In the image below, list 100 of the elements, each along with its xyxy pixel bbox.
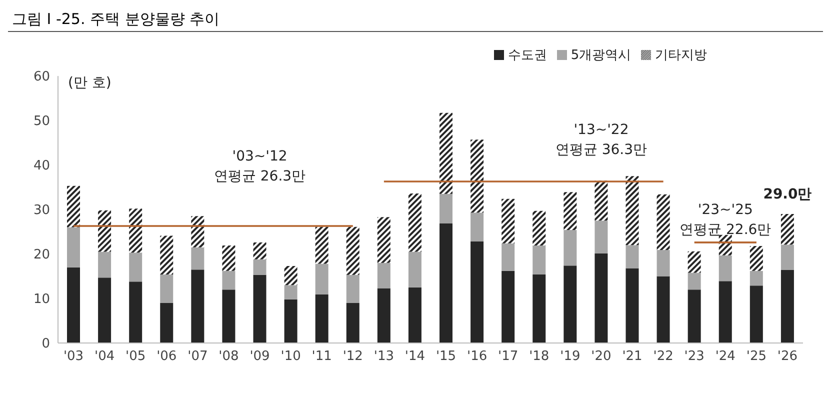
bar <box>626 268 639 343</box>
bar <box>129 252 142 282</box>
bar <box>67 267 80 343</box>
bar <box>222 270 236 290</box>
annotation: '13~'22 연평균 36.3만 <box>555 122 648 158</box>
bar <box>253 259 266 275</box>
bar <box>718 255 732 282</box>
legend-label: 5개광역시 <box>570 48 632 63</box>
bar <box>67 227 80 268</box>
bar <box>191 247 204 270</box>
bar <box>532 274 546 343</box>
x-tick-label: '06 <box>156 349 177 364</box>
y-tick-label: 20 <box>33 248 50 263</box>
bar <box>688 272 701 290</box>
bar <box>656 194 670 250</box>
bar <box>626 176 639 246</box>
bar <box>564 192 577 230</box>
x-tick-label: '19 <box>560 349 580 364</box>
y-tick-label: 10 <box>33 292 50 308</box>
bar <box>408 193 422 252</box>
x-tick-label: '04 <box>94 349 115 364</box>
legend-label: 수도권 <box>508 48 547 63</box>
bar <box>780 214 794 245</box>
x-tick-label: '17 <box>498 349 518 364</box>
x-tick-label: '09 <box>250 349 270 364</box>
bar <box>129 208 142 253</box>
x-tick-label: '18 <box>529 349 550 364</box>
bar <box>626 245 639 268</box>
bar <box>191 216 204 248</box>
bar <box>346 226 360 275</box>
bar <box>470 140 484 213</box>
x-tick-label: '13 <box>374 349 394 364</box>
bar <box>377 288 390 343</box>
x-tick-label: '21 <box>622 349 642 364</box>
bar <box>160 236 174 274</box>
bar <box>502 198 515 244</box>
bar <box>564 266 577 343</box>
x-tick-label: '22 <box>653 349 674 364</box>
y-tick-label: 60 <box>33 70 50 85</box>
bar <box>222 290 236 343</box>
y-tick-label: 0 <box>42 336 50 352</box>
x-tick-label: '03 <box>63 349 84 364</box>
bar <box>440 112 452 194</box>
bar <box>315 226 328 264</box>
x-tick-label: '14 <box>404 349 426 364</box>
bar <box>377 262 390 288</box>
bar <box>346 302 360 343</box>
annotation: '23~'25 연평균 22.6만 <box>680 202 772 238</box>
bar <box>222 246 236 271</box>
bar <box>253 274 266 343</box>
bar <box>160 302 174 343</box>
bar <box>284 266 298 286</box>
y-tick-label: 50 <box>33 114 50 130</box>
bar <box>718 281 732 343</box>
bar <box>532 246 546 274</box>
x-tick-label: '07 <box>188 349 208 364</box>
y-axis-title: (만 호) <box>68 74 112 91</box>
bar <box>440 223 452 343</box>
bar <box>253 242 266 260</box>
y-tick-label: 30 <box>33 203 50 218</box>
bar <box>718 234 732 256</box>
bar <box>98 278 112 343</box>
x-tick-label: '08 <box>218 349 239 364</box>
bar <box>470 212 484 242</box>
bar <box>284 299 298 343</box>
bar <box>532 210 546 246</box>
bar <box>67 186 80 228</box>
bar <box>502 243 515 271</box>
bar <box>408 252 422 288</box>
bar <box>315 294 328 343</box>
bar <box>656 250 670 276</box>
bar <box>750 270 763 286</box>
x-tick-label: '12 <box>342 349 363 364</box>
x-tick-label: '25 <box>746 349 766 364</box>
x-tick-label: '15 <box>436 349 456 364</box>
x-tick-label: '05 <box>126 349 146 364</box>
bar <box>750 246 763 271</box>
bar <box>377 217 390 263</box>
y-tick-label: 40 <box>33 158 50 174</box>
bar <box>284 285 298 300</box>
bar <box>594 220 608 254</box>
x-tick-label: '23 <box>684 349 704 364</box>
bar <box>502 270 515 343</box>
bar <box>129 282 142 343</box>
annotation: 29.0만 <box>763 186 812 202</box>
bar <box>160 274 174 303</box>
bar <box>688 251 701 273</box>
chart-title: 그림 I -25. 주택 분양물량 추이 <box>8 8 823 32</box>
x-tick-label: '26 <box>777 349 798 364</box>
bar <box>98 252 112 278</box>
bar <box>564 230 577 266</box>
bar <box>594 180 608 221</box>
bar <box>780 244 794 270</box>
bar <box>98 210 112 252</box>
bar <box>656 276 670 343</box>
bar <box>688 290 701 343</box>
x-tick-label: '10 <box>280 349 301 364</box>
x-tick-label: '20 <box>591 349 612 364</box>
legend-label: 기타지방 <box>655 48 708 63</box>
bar <box>470 242 484 343</box>
